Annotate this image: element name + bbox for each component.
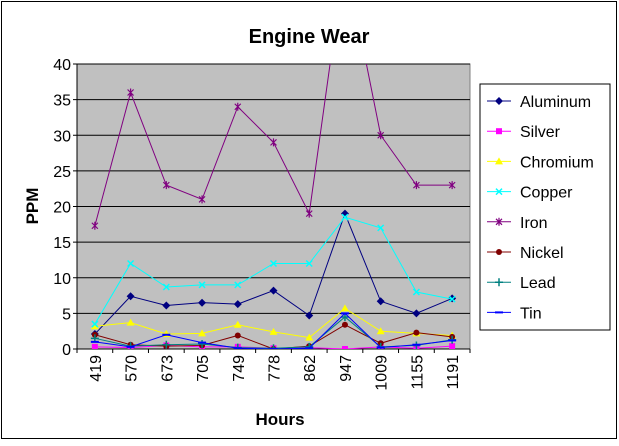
data-point-copper <box>412 288 420 296</box>
x-tick-label: 862 <box>302 355 319 382</box>
legend-label-tin: Tin <box>520 305 542 322</box>
x-tick-label: 1191 <box>445 355 462 390</box>
data-point-iron <box>412 181 420 190</box>
data-point-aluminum <box>269 286 278 295</box>
data-point-iron <box>162 181 170 190</box>
legend-marker-lead <box>495 278 503 287</box>
data-point-nickel <box>413 329 420 336</box>
data-point-iron <box>305 209 313 218</box>
data-point-lead <box>305 342 314 349</box>
data-point-aluminum <box>412 309 421 318</box>
data-point-copper <box>377 224 385 232</box>
data-point-copper <box>305 259 313 268</box>
data-point-chromium <box>340 304 349 312</box>
data-point-nickel <box>341 321 348 328</box>
legend-label-aluminum: Aluminum <box>520 94 591 111</box>
legend-marker-copper <box>495 188 503 196</box>
data-point-aluminum <box>233 300 242 309</box>
x-axis-ticks: 419 570 673 705 749 778 862 947 1009 1155 1191 <box>76 349 471 391</box>
y-tick-label: 40 <box>53 57 71 74</box>
data-point-copper <box>162 283 170 291</box>
y-axis-title: PPM <box>23 188 42 225</box>
chart-title: Engine Wear <box>249 26 370 48</box>
data-point-nickel <box>234 332 241 339</box>
data-point-chromium <box>198 329 207 337</box>
y-tick-label: 0 <box>62 342 71 359</box>
legend: Aluminum Silver Chromium Copper Iron Nickel Le… <box>487 94 594 322</box>
data-point-iron <box>270 138 277 147</box>
data-point-chromium <box>90 322 99 330</box>
y-tick-label: 15 <box>53 235 71 252</box>
legend-marker-nickel <box>496 249 502 255</box>
data-point-silver <box>91 343 98 349</box>
legend-box <box>479 83 611 331</box>
y-tick-label: 25 <box>53 164 71 181</box>
x-tick-label: 673 <box>159 355 176 382</box>
legend-label-iron: Iron <box>520 215 548 232</box>
x-tick-label: 749 <box>231 355 248 382</box>
x-tick-label: 705 <box>195 355 212 382</box>
data-point-chromium <box>305 333 314 341</box>
data-point-aluminum <box>162 301 171 310</box>
data-point-chromium <box>233 320 242 328</box>
data-point-iron <box>377 131 385 140</box>
data-point-silver <box>449 343 456 349</box>
data-point-chromium <box>126 318 135 326</box>
data-point-copper <box>448 295 456 303</box>
x-tick-label: 778 <box>267 355 284 382</box>
legend-label-chromium: Chromium <box>520 154 594 171</box>
legend-label-silver: Silver <box>520 124 561 141</box>
data-point-aluminum <box>198 298 207 307</box>
x-tick-label: 419 <box>88 355 105 382</box>
y-tick-label: 30 <box>53 128 71 145</box>
x-axis-title: Hours <box>255 410 304 429</box>
data-point-copper <box>198 281 206 289</box>
x-tick-label: 570 <box>124 355 141 382</box>
data-point-chromium <box>269 327 278 335</box>
legend-marker-iron <box>495 217 503 226</box>
x-tick-label: 947 <box>338 355 355 382</box>
data-point-copper <box>91 320 99 328</box>
y-tick-label: 5 <box>62 306 71 323</box>
y-tick-label: 35 <box>53 93 71 110</box>
data-point-chromium <box>376 327 385 335</box>
data-point-copper <box>127 259 135 268</box>
data-point-iron <box>127 88 135 97</box>
legend-label-lead: Lead <box>520 275 556 292</box>
data-point-iron <box>448 181 456 190</box>
legend-marker-aluminum <box>495 97 503 105</box>
data-point-aluminum <box>376 297 385 306</box>
data-point-aluminum <box>126 292 135 301</box>
data-point-lead <box>198 340 207 349</box>
legend-marker-chromium <box>495 157 503 165</box>
data-point-copper <box>341 213 349 221</box>
y-axis-ticks: 0 5 10 15 20 25 30 35 40 <box>53 57 77 359</box>
data-point-iron <box>234 102 242 111</box>
data-point-iron <box>198 195 206 204</box>
data-point-lead <box>162 340 171 349</box>
data-point-aluminum <box>305 311 314 320</box>
legend-label-copper: Copper <box>520 185 573 202</box>
data-point-copper <box>269 259 278 268</box>
x-tick-label: 1009 <box>374 355 391 391</box>
legend-marker-silver <box>496 128 502 135</box>
y-tick-label: 20 <box>53 200 71 217</box>
x-tick-label: 1155 <box>409 355 426 390</box>
data-point-copper <box>234 281 242 289</box>
data-point-iron <box>91 221 99 230</box>
series-lines <box>90 64 457 349</box>
y-tick-label: 10 <box>53 271 71 288</box>
data-point-silver <box>341 346 348 349</box>
legend-label-nickel: Nickel <box>520 245 564 262</box>
series-line-tin <box>94 312 453 349</box>
